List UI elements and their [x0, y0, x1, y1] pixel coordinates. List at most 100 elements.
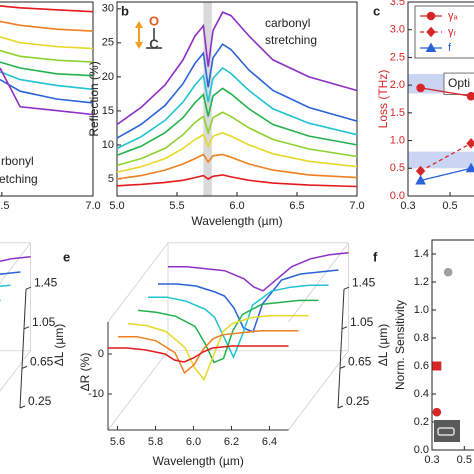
y-tick-label: 20 [102, 71, 114, 83]
plot-frame [407, 1, 474, 197]
depth-axis-label: ΔL (µm) [52, 324, 66, 366]
x-tick-label: 6.5 [289, 200, 304, 212]
series-line [0, 5, 94, 13]
x-tick-label: 7.0 [349, 200, 364, 212]
y-tick-label: 30 [102, 3, 114, 15]
series-line [420, 142, 472, 172]
series-line [116, 43, 358, 139]
depth-tick [25, 286, 32, 290]
atom-label: O [149, 13, 159, 28]
marker [415, 174, 426, 185]
series-line [108, 345, 289, 363]
depth-tick [341, 326, 348, 330]
y-axis-label: Norm. Sensitivity [393, 300, 407, 390]
series-line [127, 314, 309, 382]
series-line [116, 153, 358, 180]
x-tick-label: 5.0 [109, 200, 124, 212]
x-tick-label: 6.4 [262, 436, 277, 448]
series-line [116, 11, 358, 126]
depth-tick-label: 1.45 [34, 275, 58, 289]
y-tick-label: 0.0 [390, 190, 405, 202]
depth-tick [21, 365, 28, 369]
x-axis-label: Wavelength (µm) [191, 214, 282, 228]
marker [465, 162, 474, 173]
y-tick-label: 1.0 [414, 304, 429, 316]
panel-label: e [63, 249, 70, 264]
marker [432, 361, 442, 371]
annotation: etching [0, 172, 38, 186]
inset-frame [434, 420, 460, 442]
box-edge [288, 242, 349, 323]
depth-tick [337, 405, 344, 409]
plot-frame [0, 1, 94, 197]
arrow-head [135, 42, 143, 49]
series-line [168, 252, 349, 292]
depth-tick [339, 365, 346, 369]
x-axis-label: Wavelength (µm) [153, 454, 244, 468]
x-tick-label: 0.3 [400, 200, 415, 212]
series-line [148, 284, 329, 360]
z-tick-label: 0 [98, 348, 104, 360]
panel-label: b [121, 3, 129, 18]
series-line [137, 299, 319, 364]
panel: 0.25 0.65 1.05 1.45 ΔL (µm) [0, 242, 66, 409]
marker [416, 83, 425, 93]
y-tick-label: 10 [102, 139, 114, 151]
depth-tick [23, 326, 30, 330]
y-axis-label: Reflection (%) [87, 61, 101, 136]
x-tick-label: 0.5 [457, 454, 472, 466]
y-axis-label: Loss (THz) [376, 70, 390, 129]
y-tick-label: 2.0 [390, 79, 405, 91]
y-tick-label: 0.6 [414, 360, 429, 372]
y-tick-label: 25 [102, 37, 114, 49]
atom-label: C [149, 36, 159, 51]
legend-label: f [448, 42, 452, 54]
box-edge [107, 350, 169, 431]
inset-device [437, 427, 455, 436]
marker [443, 267, 453, 277]
panel: 5.6 5.8 6.0 6.2 6.4 -10 0 0.25 0.65 1.05 1.45 ΔL (µ… [63, 242, 390, 468]
legend-marker [426, 11, 436, 21]
box-edge [107, 242, 169, 323]
plot-frame [431, 239, 474, 451]
depth-tick [343, 286, 350, 290]
x-tick-label: 0.3 [424, 454, 439, 466]
arrow-head [135, 21, 143, 28]
legend-box [414, 5, 474, 59]
x-tick-label: 5.8 [148, 436, 163, 448]
box-edge [288, 350, 349, 431]
series-line [0, 61, 94, 77]
panel: Opti 0.3 0.5 0.0 0.5 1.0 1.5 2.0 2.5 3.0 3.5 Loss (… [373, 0, 474, 212]
y-tick-label: 15 [102, 105, 114, 117]
legend-label: γₐ [448, 10, 459, 22]
panel: 5.0 5.5 6.0 6.5 7.0 5 10 15 20 25 30 Wavelength (µm… [87, 1, 365, 228]
x-tick-label: 6.2 [224, 436, 239, 448]
series-line [420, 87, 472, 97]
marker [466, 91, 474, 101]
depth-tick-label: 1.05 [350, 315, 374, 329]
z-tick-label: -10 [88, 388, 104, 400]
box-edge [0, 350, 31, 392]
legend-marker [426, 26, 436, 38]
y-tick-label: 0.0 [414, 444, 429, 456]
annotation: carbonyl [265, 16, 310, 30]
y-tick-label: 0.4 [414, 388, 429, 400]
legend-marker [425, 42, 437, 52]
series-line [420, 167, 472, 182]
z-axis-label: ΔR (%) [78, 353, 92, 392]
x-tick-label: 0.5 [442, 200, 457, 212]
x-tick-label: 6.0 [186, 436, 201, 448]
depth-tick-label: 0.25 [28, 394, 52, 408]
series-line [116, 87, 358, 156]
series-line [158, 269, 339, 334]
panel-label: f [373, 249, 378, 264]
x-tick-label: 6.5 [0, 200, 9, 212]
depth-tick-label: 0.25 [346, 394, 370, 408]
inset-image [434, 420, 460, 442]
x-tick-label: 5.6 [110, 436, 125, 448]
y-tick-label: 0.2 [414, 416, 429, 428]
annotation: stretching [265, 33, 317, 47]
x-tick-label: 7.0 [85, 200, 100, 212]
